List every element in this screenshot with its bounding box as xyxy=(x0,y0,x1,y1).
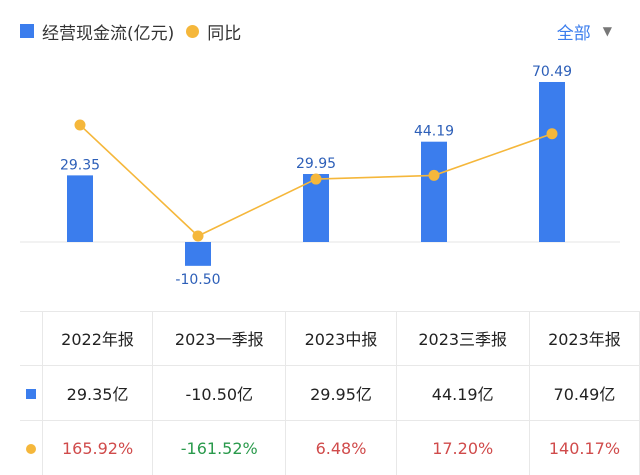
header-cell: 2022年报 xyxy=(43,311,153,366)
bar-value-label: 29.95 xyxy=(296,156,336,172)
bar-value-label: 29.35 xyxy=(60,157,100,173)
value-row-icon-cell xyxy=(20,366,43,421)
bar-value-label: -10.50 xyxy=(175,272,220,288)
bar-legend-label: 经营现金流(亿元) xyxy=(42,19,174,44)
period-filter-label: 全部 xyxy=(557,19,591,44)
bar-value-label: 44.19 xyxy=(414,124,454,140)
table-value-row: 29.35亿 -10.50亿 29.95亿 44.19亿 70.49亿 xyxy=(20,366,640,421)
growth-cell: 6.48% xyxy=(286,421,396,475)
bar xyxy=(421,142,447,242)
table-header-row: 2022年报 2023一季报 2023中报 2023三季报 2023年报 xyxy=(20,311,640,366)
growth-cell: 17.20% xyxy=(396,421,529,475)
growth-cell: -161.52% xyxy=(153,421,286,475)
bar xyxy=(185,242,211,266)
value-cell: 29.95亿 xyxy=(286,366,396,421)
growth-row-icon-cell xyxy=(20,421,43,475)
value-cell: 44.19亿 xyxy=(396,366,529,421)
bar xyxy=(539,82,565,242)
header-corner-cell xyxy=(20,311,43,366)
growth-point xyxy=(311,174,322,185)
header-cell: 2023一季报 xyxy=(153,311,286,366)
line-series-icon xyxy=(26,444,36,454)
cashflow-chart: 29.35 -10.50 29.95 44.19 70.49 xyxy=(0,50,640,300)
growth-point xyxy=(193,231,204,242)
growth-cell: 165.92% xyxy=(43,421,153,475)
header-cell: 2023年报 xyxy=(529,311,639,366)
header-cell: 2023中报 xyxy=(286,311,396,366)
table-growth-row: 165.92% -161.52% 6.48% 17.20% 140.17% xyxy=(20,421,640,475)
value-cell: 29.35亿 xyxy=(43,366,153,421)
growth-point xyxy=(429,170,440,181)
bar-series-icon xyxy=(26,389,36,399)
bar-value-label: 70.49 xyxy=(532,64,572,80)
chart-legend: 经营现金流(亿元) 同比 xyxy=(20,18,241,44)
data-table: 2022年报 2023一季报 2023中报 2023三季报 2023年报 29.… xyxy=(20,311,640,475)
bar xyxy=(67,175,93,242)
growth-point xyxy=(75,120,86,131)
bar-legend-swatch xyxy=(20,24,34,38)
header-cell: 2023三季报 xyxy=(396,311,529,366)
period-filter-dropdown[interactable]: 全部 ▼ xyxy=(557,18,612,44)
value-cell: 70.49亿 xyxy=(529,366,639,421)
caret-down-icon: ▼ xyxy=(603,24,612,38)
line-legend-swatch xyxy=(186,25,199,38)
growth-point xyxy=(547,128,558,139)
value-cell: -10.50亿 xyxy=(153,366,286,421)
growth-cell: 140.17% xyxy=(529,421,639,475)
line-legend-label: 同比 xyxy=(207,19,241,44)
